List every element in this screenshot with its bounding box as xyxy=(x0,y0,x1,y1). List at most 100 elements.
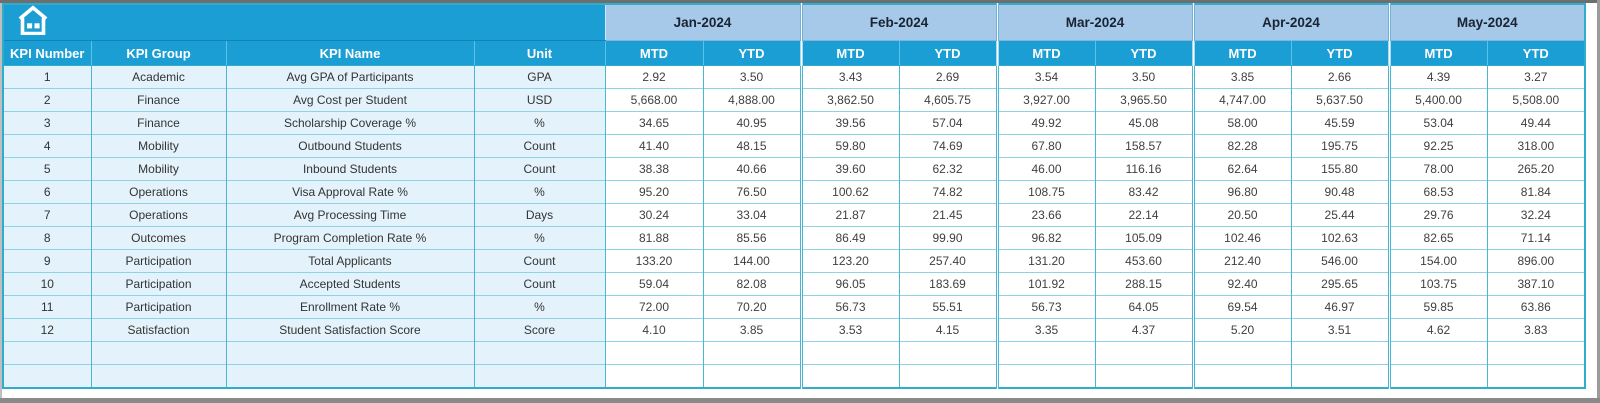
value-cell[interactable]: 53.04 xyxy=(1387,111,1488,135)
empty-cell[interactable] xyxy=(1094,341,1194,365)
empty-cell[interactable] xyxy=(90,341,226,365)
kpi-name-cell[interactable]: Enrollment Rate % xyxy=(225,295,474,319)
value-cell[interactable]: 3.54 xyxy=(995,65,1096,89)
empty-cell[interactable] xyxy=(90,364,226,388)
value-cell[interactable]: 896.00 xyxy=(1486,249,1586,273)
value-cell[interactable]: 22.14 xyxy=(1094,203,1194,227)
value-cell[interactable]: 4.10 xyxy=(604,318,703,342)
value-cell[interactable]: 48.15 xyxy=(702,134,802,158)
unit-cell[interactable]: % xyxy=(473,295,605,319)
value-cell[interactable]: 49.92 xyxy=(995,111,1096,135)
value-cell[interactable]: 20.50 xyxy=(1191,203,1292,227)
value-cell[interactable]: 123.20 xyxy=(799,249,900,273)
value-cell[interactable]: 3,965.50 xyxy=(1094,88,1194,112)
value-cell[interactable]: 64.05 xyxy=(1094,295,1194,319)
value-cell[interactable]: 144.00 xyxy=(702,249,802,273)
value-cell[interactable]: 5,637.50 xyxy=(1290,88,1390,112)
kpi-group-cell[interactable]: Outcomes xyxy=(90,226,226,250)
kpi-number-cell[interactable]: 11 xyxy=(2,295,91,319)
value-cell[interactable]: 59.04 xyxy=(604,272,703,296)
value-cell[interactable]: 4.15 xyxy=(898,318,998,342)
empty-cell[interactable] xyxy=(1191,364,1292,388)
kpi-name-cell[interactable]: Outbound Students xyxy=(225,134,474,158)
value-cell[interactable]: 2.66 xyxy=(1290,65,1390,89)
value-cell[interactable]: 38.38 xyxy=(604,157,703,181)
kpi-group-cell[interactable]: Participation xyxy=(90,249,226,273)
value-cell[interactable]: 82.08 xyxy=(702,272,802,296)
value-cell[interactable]: 3.27 xyxy=(1486,65,1586,89)
value-cell[interactable]: 102.46 xyxy=(1191,226,1292,250)
value-cell[interactable]: 3.50 xyxy=(1094,65,1194,89)
kpi-group-cell[interactable]: Participation xyxy=(90,295,226,319)
value-cell[interactable]: 105.09 xyxy=(1094,226,1194,250)
kpi-number-cell[interactable]: 1 xyxy=(2,65,91,89)
value-cell[interactable]: 76.50 xyxy=(702,180,802,204)
value-cell[interactable]: 3.43 xyxy=(799,65,900,89)
value-cell[interactable]: 34.65 xyxy=(604,111,703,135)
kpi-number-cell[interactable]: 8 xyxy=(2,226,91,250)
value-cell[interactable]: 4,888.00 xyxy=(702,88,802,112)
empty-cell[interactable] xyxy=(1290,341,1390,365)
value-cell[interactable]: 58.00 xyxy=(1191,111,1292,135)
value-cell[interactable]: 95.20 xyxy=(604,180,703,204)
kpi-group-cell[interactable]: Academic xyxy=(90,65,226,89)
value-cell[interactable]: 96.80 xyxy=(1191,180,1292,204)
empty-cell[interactable] xyxy=(898,364,998,388)
value-cell[interactable]: 55.51 xyxy=(898,295,998,319)
empty-cell[interactable] xyxy=(995,364,1096,388)
value-cell[interactable]: 82.28 xyxy=(1191,134,1292,158)
kpi-name-cell[interactable]: Scholarship Coverage % xyxy=(225,111,474,135)
kpi-number-cell[interactable]: 5 xyxy=(2,157,91,181)
value-cell[interactable]: 3.50 xyxy=(702,65,802,89)
value-cell[interactable]: 3,927.00 xyxy=(995,88,1096,112)
empty-cell[interactable] xyxy=(898,341,998,365)
empty-cell[interactable] xyxy=(473,364,605,388)
unit-cell[interactable]: Count xyxy=(473,134,605,158)
value-cell[interactable]: 155.80 xyxy=(1290,157,1390,181)
kpi-number-cell[interactable]: 10 xyxy=(2,272,91,296)
kpi-group-cell[interactable]: Satisfaction xyxy=(90,318,226,342)
value-cell[interactable]: 74.69 xyxy=(898,134,998,158)
value-cell[interactable]: 63.86 xyxy=(1486,295,1586,319)
kpi-name-cell[interactable]: Accepted Students xyxy=(225,272,474,296)
value-cell[interactable]: 46.00 xyxy=(995,157,1096,181)
empty-cell[interactable] xyxy=(1387,341,1488,365)
kpi-group-cell[interactable]: Operations xyxy=(90,203,226,227)
value-cell[interactable]: 5,508.00 xyxy=(1486,88,1586,112)
kpi-group-cell[interactable]: Finance xyxy=(90,111,226,135)
value-cell[interactable]: 3.85 xyxy=(1191,65,1292,89)
value-cell[interactable]: 71.14 xyxy=(1486,226,1586,250)
value-cell[interactable]: 5,668.00 xyxy=(604,88,703,112)
value-cell[interactable]: 82.65 xyxy=(1387,226,1488,250)
value-cell[interactable]: 116.16 xyxy=(1094,157,1194,181)
value-cell[interactable]: 29.76 xyxy=(1387,203,1488,227)
kpi-name-cell[interactable]: Avg Processing Time xyxy=(225,203,474,227)
unit-cell[interactable]: GPA xyxy=(473,65,605,89)
value-cell[interactable]: 3.53 xyxy=(799,318,900,342)
kpi-number-cell[interactable]: 2 xyxy=(2,88,91,112)
empty-cell[interactable] xyxy=(604,364,703,388)
value-cell[interactable]: 78.00 xyxy=(1387,157,1488,181)
value-cell[interactable]: 3,862.50 xyxy=(799,88,900,112)
empty-cell[interactable] xyxy=(799,364,900,388)
kpi-name-cell[interactable]: Visa Approval Rate % xyxy=(225,180,474,204)
value-cell[interactable]: 2.92 xyxy=(604,65,703,89)
value-cell[interactable]: 70.20 xyxy=(702,295,802,319)
kpi-name-cell[interactable]: Program Completion Rate % xyxy=(225,226,474,250)
empty-cell[interactable] xyxy=(1290,364,1390,388)
kpi-number-cell[interactable]: 3 xyxy=(2,111,91,135)
value-cell[interactable]: 62.32 xyxy=(898,157,998,181)
value-cell[interactable]: 3.51 xyxy=(1290,318,1390,342)
value-cell[interactable]: 133.20 xyxy=(604,249,703,273)
value-cell[interactable]: 546.00 xyxy=(1290,249,1390,273)
value-cell[interactable]: 4,605.75 xyxy=(898,88,998,112)
value-cell[interactable]: 59.80 xyxy=(799,134,900,158)
value-cell[interactable]: 49.44 xyxy=(1486,111,1586,135)
value-cell[interactable]: 3.35 xyxy=(995,318,1096,342)
value-cell[interactable]: 41.40 xyxy=(604,134,703,158)
value-cell[interactable]: 72.00 xyxy=(604,295,703,319)
value-cell[interactable]: 56.73 xyxy=(799,295,900,319)
value-cell[interactable]: 5,400.00 xyxy=(1387,88,1488,112)
empty-cell[interactable] xyxy=(995,341,1096,365)
value-cell[interactable]: 57.04 xyxy=(898,111,998,135)
